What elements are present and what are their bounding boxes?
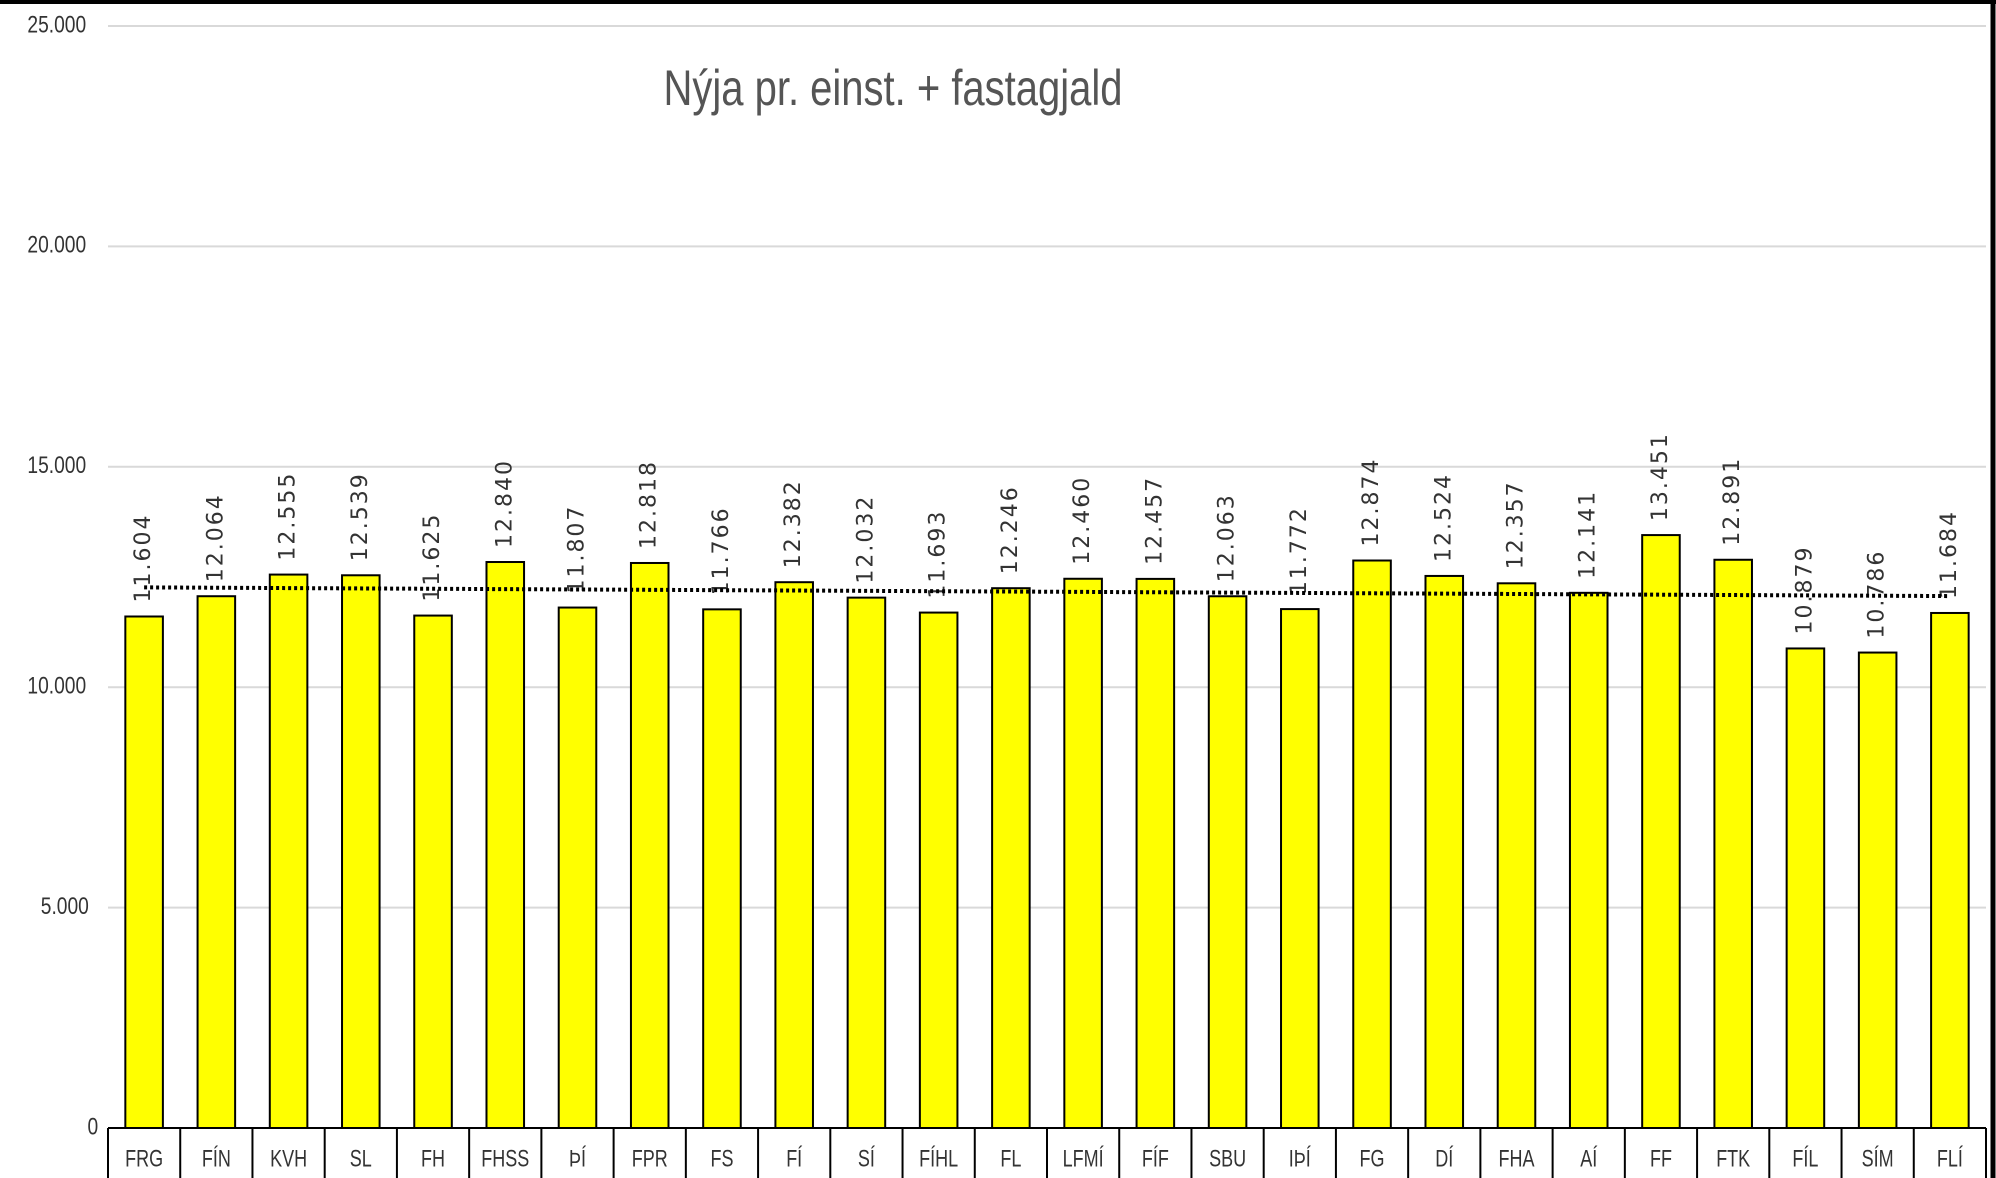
x-tick-label: FÍHL — [919, 1144, 958, 1172]
y-tick-label: 5.000 — [41, 892, 89, 920]
chart-title: Nýja pr. einst. + fastagjald — [663, 60, 1122, 116]
value-label: 11.684 — [1937, 510, 1962, 599]
value-label: 12.818 — [637, 460, 662, 549]
trendline — [144, 585, 1950, 599]
value-label: 10.879 — [1792, 545, 1817, 634]
value-label: 12.064 — [203, 493, 228, 582]
bar — [1641, 534, 1681, 1129]
bar — [629, 561, 670, 1129]
value-label: 12.891 — [1720, 457, 1745, 546]
value-label: 12.246 — [998, 485, 1023, 574]
x-tick-label: FHA — [1499, 1146, 1536, 1172]
x-tick-label: FL — [1000, 1146, 1021, 1172]
bar — [1352, 559, 1392, 1129]
bar — [196, 595, 237, 1129]
x-tick-label: FÍN — [202, 1144, 231, 1172]
value-label: 12.460 — [1070, 476, 1095, 565]
x-tick-label: FHSS — [481, 1146, 529, 1172]
value-label: 11.766 — [709, 506, 734, 595]
bar — [1785, 647, 1826, 1129]
x-tick-label: SÍ — [858, 1144, 875, 1172]
bar — [485, 561, 526, 1129]
value-label: 12.357 — [1504, 480, 1529, 569]
x-tick-label: SÍM — [1862, 1144, 1894, 1172]
x-tick-label: SBU — [1209, 1146, 1246, 1172]
x-tick-label: FÍF — [1142, 1144, 1169, 1172]
x-tick-label: FG — [1360, 1146, 1385, 1172]
x-tick-label: SL — [350, 1146, 372, 1172]
x-tick-label: KVH — [270, 1146, 307, 1172]
x-tick-label: FÍL — [1792, 1144, 1818, 1172]
value-label: 12.141 — [1576, 490, 1601, 579]
bar — [1857, 651, 1898, 1129]
y-tick-label: 10.000 — [27, 671, 86, 699]
x-tick-label: FTK — [1716, 1146, 1750, 1172]
x-tick-label: FLÍ — [1937, 1144, 1963, 1172]
bar — [1568, 591, 1609, 1129]
bar — [1207, 595, 1248, 1129]
bar — [702, 608, 742, 1129]
value-label: 12.874 — [1359, 458, 1384, 547]
bar — [341, 574, 381, 1129]
value-label: 12.032 — [853, 495, 878, 584]
x-tick-label: FS — [710, 1146, 733, 1172]
y-tick-label: 25.000 — [27, 10, 86, 38]
x-tick-label: FF — [1650, 1146, 1672, 1172]
y-tick-label: 0 — [87, 1112, 98, 1140]
bar — [991, 587, 1031, 1129]
bar — [846, 596, 887, 1129]
bar — [557, 606, 598, 1129]
value-label: 11.693 — [926, 510, 951, 599]
value-label: 11.772 — [1287, 506, 1312, 595]
x-tick-label: FRG — [125, 1146, 163, 1172]
value-label: 12.539 — [348, 472, 373, 561]
bar — [1713, 558, 1753, 1129]
bar — [1135, 577, 1176, 1129]
x-tick-label: ÞÍ — [569, 1144, 586, 1172]
bar — [1424, 574, 1465, 1129]
value-label: 11.625 — [420, 513, 445, 602]
value-label: 12.382 — [781, 479, 806, 568]
bar — [413, 614, 453, 1129]
y-tick-label: 15.000 — [27, 451, 86, 479]
value-label: 12.063 — [1215, 493, 1240, 582]
x-tick-label: IÞÍ — [1289, 1144, 1311, 1172]
bar — [1496, 582, 1537, 1129]
value-label: 11.807 — [565, 505, 590, 594]
x-tick-label: FH — [421, 1146, 445, 1172]
bar — [1930, 611, 1970, 1129]
bar — [774, 581, 814, 1129]
x-tick-label: AÍ — [1580, 1144, 1597, 1172]
value-label: 12.840 — [492, 459, 517, 548]
x-tick-label: FPR — [632, 1146, 668, 1172]
x-tick-label: DÍ — [1435, 1144, 1453, 1172]
x-tick-label: LFMÍ — [1063, 1144, 1104, 1172]
x-tick-label: FÍ — [786, 1144, 802, 1172]
value-label: 12.555 — [276, 472, 301, 561]
bar — [918, 611, 959, 1129]
bar — [124, 615, 164, 1129]
bar — [268, 573, 309, 1129]
value-label: 12.524 — [1431, 473, 1456, 562]
value-label: 12.457 — [1142, 476, 1167, 565]
y-tick-label: 20.000 — [27, 231, 86, 259]
value-label: 13.451 — [1648, 432, 1673, 521]
bar — [1063, 577, 1103, 1129]
bar — [1280, 608, 1320, 1129]
